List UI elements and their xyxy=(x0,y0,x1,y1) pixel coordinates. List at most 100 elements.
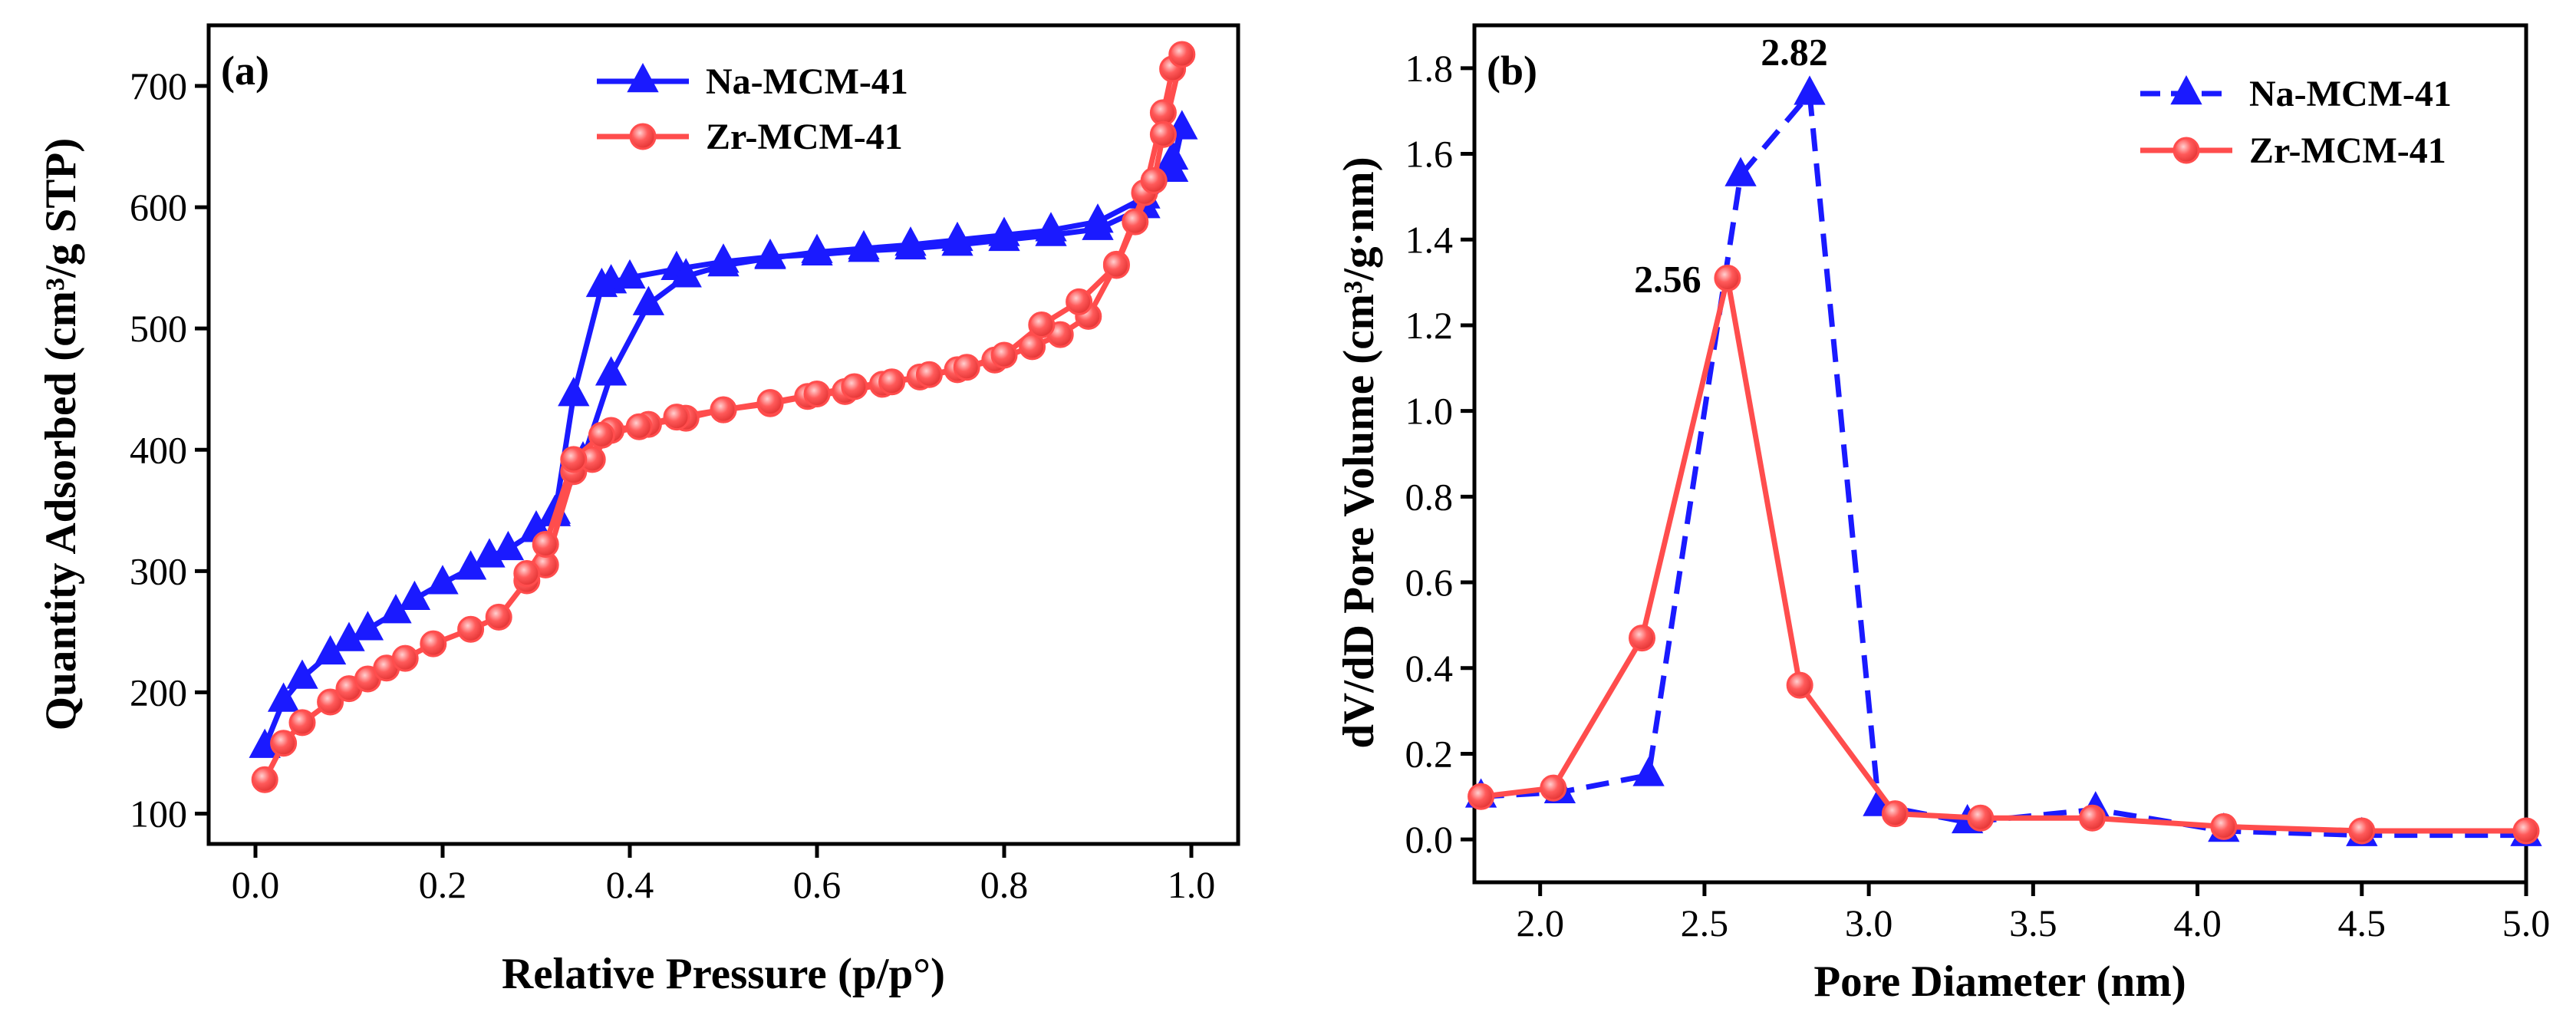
y-tick-label: 1.2 xyxy=(1405,304,1454,347)
y-tick-label: 1.6 xyxy=(1405,133,1454,176)
plot-frame-a xyxy=(206,23,1240,846)
data-point-zr xyxy=(2210,812,2238,840)
x-tick-label: 5.0 xyxy=(2502,901,2551,944)
panel-b: (b) 2.0 2.5 3.0 3.5 4.0 4.5 5.0 0.0 0.2 0.4 0.6 0.8… xyxy=(1335,23,2551,1006)
data-point-zr xyxy=(803,381,831,408)
data-point-na xyxy=(614,259,646,289)
data-point-zr xyxy=(1540,774,1567,802)
y-axis-title-a: Quantity Adsorbed (cm³/g STP) xyxy=(37,138,85,730)
ticks-a: 0.0 0.2 0.4 0.6 0.8 1.0 100 200 300 400 500 600 700 xyxy=(130,64,1215,906)
data-point-na xyxy=(1632,756,1665,786)
data-point-zr xyxy=(270,730,298,757)
x-tick-label: 4.5 xyxy=(2338,901,2387,944)
y-tick-label: 300 xyxy=(130,549,187,592)
data-point-zr xyxy=(1102,252,1130,279)
data-point-zr xyxy=(532,531,559,559)
legend-label-zr-b: Zr-MCM-41 xyxy=(2249,130,2446,171)
data-point-na xyxy=(707,247,740,277)
data-point-zr xyxy=(841,373,868,400)
data-point-na xyxy=(1082,203,1114,233)
data-point-zr xyxy=(990,341,1018,369)
data-point-na xyxy=(848,229,880,260)
data-point-na xyxy=(941,221,973,252)
data-point-na xyxy=(1724,157,1757,186)
data-point-na xyxy=(558,377,590,407)
y-tick-label: 700 xyxy=(130,64,187,107)
legend-a: Na-MCM-41 Zr-MCM-41 xyxy=(597,61,908,157)
data-point-na xyxy=(1794,75,1826,105)
peak-label-na: 2.82 xyxy=(1761,30,1828,73)
y-tick-label: 200 xyxy=(130,671,187,714)
y-tick-label: 1.4 xyxy=(1405,218,1454,261)
ticks-b: 2.0 2.5 3.0 3.5 4.0 4.5 5.0 0.0 0.2 0.4 0.6 0.8 1.0 1… xyxy=(1405,47,2551,944)
data-point-zr xyxy=(1786,671,1813,699)
data-point-na xyxy=(595,356,628,386)
panel-label-a: (a) xyxy=(221,48,269,94)
y-tick-label: 500 xyxy=(130,307,187,350)
data-point-zr xyxy=(1967,804,1995,832)
data-point-zr xyxy=(560,446,588,473)
data-point-zr xyxy=(1149,120,1177,148)
data-point-na xyxy=(1156,140,1189,170)
x-axis-title-a: Relative Pressure (p/p°) xyxy=(502,950,945,998)
data-point-zr xyxy=(420,630,447,658)
data-point-na xyxy=(267,682,300,712)
x-tick-label: 0.6 xyxy=(793,863,842,906)
legend-b: Na-MCM-41 Zr-MCM-41 xyxy=(2140,74,2452,171)
plot-frame-b xyxy=(1472,23,2528,885)
data-point-zr xyxy=(2512,817,2540,845)
data-point-zr xyxy=(663,404,690,431)
data-point-na xyxy=(670,258,702,288)
data-point-zr xyxy=(953,354,980,381)
legend-na-marker xyxy=(627,63,659,93)
x-tick-label: 1.0 xyxy=(1168,863,1216,906)
data-point-zr xyxy=(1168,41,1196,68)
data-point-na xyxy=(801,233,833,263)
legend-marker-zr xyxy=(2172,137,2200,164)
y-axis-title-b: dV/dD Pore Volume (cm³/g·nm) xyxy=(1335,157,1383,748)
x-tick-label: 0.0 xyxy=(232,863,280,906)
legend-marker-zr xyxy=(629,123,657,150)
data-point-zr xyxy=(317,688,344,716)
data-point-zr xyxy=(710,396,737,424)
data-point-na xyxy=(427,565,459,595)
data-point-zr xyxy=(513,559,541,587)
x-tick-label: 0.4 xyxy=(606,863,654,906)
x-tick-label: 0.8 xyxy=(980,863,1029,906)
series-a xyxy=(249,41,1198,793)
y-tick-label: 400 xyxy=(130,428,187,471)
data-point-zr xyxy=(2078,804,2106,832)
data-point-zr xyxy=(1714,265,1741,292)
panel-label-b: (b) xyxy=(1487,48,1537,94)
data-point-zr xyxy=(878,368,906,396)
x-tick-label: 0.2 xyxy=(419,863,467,906)
y-tick-label: 100 xyxy=(130,792,187,835)
annotations-b: 2.82 2.56 xyxy=(1634,30,1828,300)
data-point-zr xyxy=(288,709,316,737)
data-point-zr xyxy=(457,615,485,643)
legend-zr-marker-b xyxy=(2172,137,2200,164)
y-tick-label: 0.6 xyxy=(1405,561,1454,604)
y-tick-label: 0.0 xyxy=(1405,818,1454,861)
data-point-zr xyxy=(251,766,278,793)
data-point-zr xyxy=(485,603,512,631)
legend-label-na: Na-MCM-41 xyxy=(706,61,908,102)
data-point-zr xyxy=(1028,311,1056,338)
data-point-zr xyxy=(1122,208,1149,236)
x-tick-label: 4.0 xyxy=(2173,901,2222,944)
data-point-zr xyxy=(588,421,615,449)
data-point-na xyxy=(398,580,431,610)
x-axis-title-b: Pore Diameter (nm) xyxy=(1813,957,2186,1006)
data-point-zr xyxy=(2348,817,2376,845)
peak-label-zr: 2.56 xyxy=(1634,258,1701,301)
series-line-na xyxy=(1481,91,2526,839)
data-point-na xyxy=(754,239,786,269)
data-point-zr xyxy=(1629,625,1656,652)
legend-zr-marker xyxy=(629,123,657,150)
data-point-na xyxy=(286,659,318,689)
data-point-zr xyxy=(1881,800,1909,828)
series-line-zr xyxy=(1481,275,2526,834)
y-tick-label: 1.8 xyxy=(1405,47,1454,90)
series-b xyxy=(1464,75,2542,846)
panel-a: (a) 0.0 0.2 0.4 0.6 0.8 1.0 100 200 300 400 500 600… xyxy=(37,23,1240,998)
